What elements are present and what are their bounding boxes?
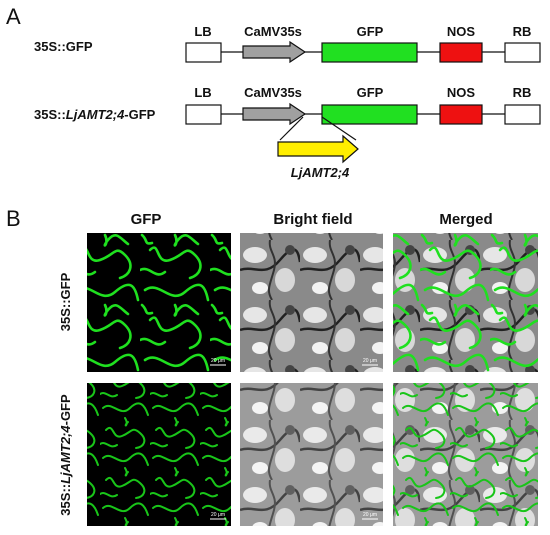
promoter-arrow xyxy=(242,40,307,64)
column-header: Merged xyxy=(439,211,492,228)
lb-box xyxy=(185,104,222,125)
element-label: LB xyxy=(194,85,211,100)
insert-line xyxy=(279,116,304,141)
element-label: GFP xyxy=(357,24,384,39)
element-label: LB xyxy=(194,24,211,39)
row-label: 35S::GFP xyxy=(58,272,73,331)
insert-arrow xyxy=(277,134,359,164)
scale-bar-label: 20 μm xyxy=(363,512,377,518)
element-label: CaMV35s xyxy=(244,85,302,100)
construct-name: 35S::LjAMT2;4-GFP xyxy=(34,107,156,122)
element-label: CaMV35s xyxy=(244,24,302,39)
name-part: -GFP xyxy=(124,107,155,122)
micrograph-overlay xyxy=(393,233,538,372)
construct-name: 35S::GFP xyxy=(34,39,93,54)
element-label: GFP xyxy=(357,85,384,100)
element-label: RB xyxy=(513,24,532,39)
rb-box xyxy=(504,104,541,125)
micrograph xyxy=(240,233,383,372)
label-part: -GFP xyxy=(58,394,73,425)
construct: 35S::GFP LB CaMV35s GFP NOS RB xyxy=(34,24,541,64)
element-label: NOS xyxy=(447,85,476,100)
promoter-arrow xyxy=(242,102,307,126)
name-part: LjAMT2;4 xyxy=(66,107,125,122)
column-header: Bright field xyxy=(273,211,352,228)
micrograph-overlay xyxy=(393,383,538,526)
label-part: 35S:: xyxy=(58,484,73,516)
scale-bar-label: 20 μm xyxy=(211,358,225,364)
nos-box xyxy=(439,104,483,125)
insert-line xyxy=(321,116,357,141)
nos-box xyxy=(439,42,483,63)
column-header: GFP xyxy=(131,211,162,228)
scale-bar-label: 20 μm xyxy=(211,512,225,518)
gfp-box xyxy=(321,42,418,63)
scale-bars: 20 μm 20 μm 20 μm 20 μm xyxy=(210,358,378,520)
name-part: 35S:: xyxy=(34,107,66,122)
row-label: 35S::LjAMT2;4-GFP xyxy=(58,394,73,516)
insert-label: LjAMT2;4 xyxy=(291,165,350,180)
name-part: 35S::GFP xyxy=(34,39,93,54)
panel-label: B xyxy=(6,206,21,231)
rb-box xyxy=(504,42,541,63)
panel-label: A xyxy=(6,4,21,29)
construct: 35S::LjAMT2;4-GFP LB CaMV35s GFP NOS RB … xyxy=(34,85,541,180)
micrograph xyxy=(87,383,231,526)
element-label: NOS xyxy=(447,24,476,39)
micrograph xyxy=(87,233,231,372)
lb-box xyxy=(185,42,222,63)
label-part: 35S::GFP xyxy=(58,272,73,331)
scale-bar-label: 20 μm xyxy=(363,358,377,364)
element-label: RB xyxy=(513,85,532,100)
gfp-box xyxy=(321,104,418,125)
micrograph xyxy=(240,383,383,526)
label-part: LjAMT2;4 xyxy=(58,425,73,484)
